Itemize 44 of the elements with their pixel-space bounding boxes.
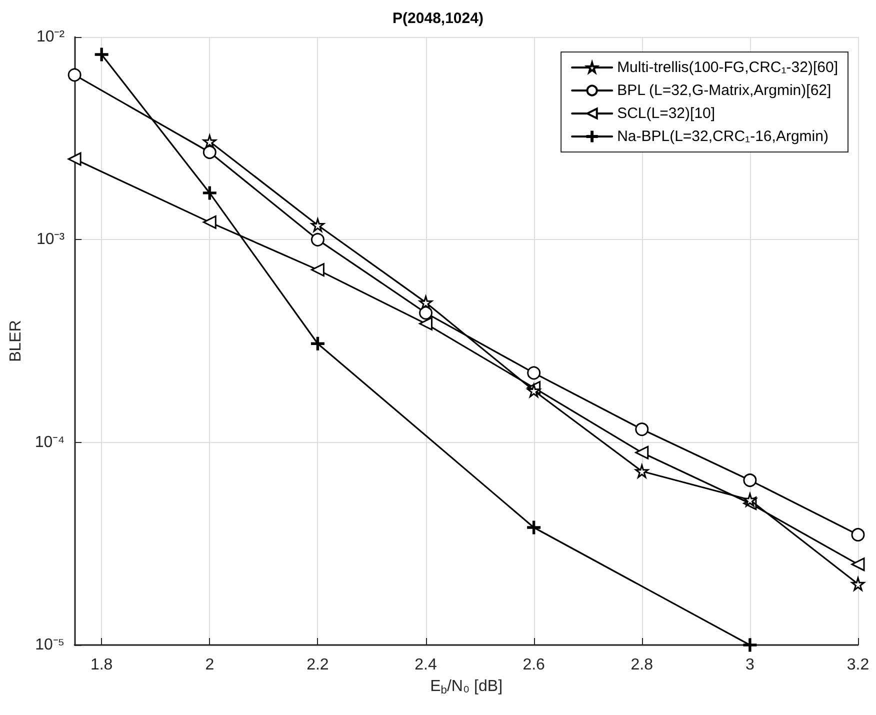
y-tick-label: 10⁻² xyxy=(36,28,66,46)
point xyxy=(68,152,82,166)
legend-label: SCL(L=32)[10] xyxy=(617,105,716,122)
point xyxy=(851,528,865,542)
point xyxy=(743,474,757,487)
point xyxy=(635,422,649,436)
point xyxy=(202,145,216,159)
x-tick-label: 2.2 xyxy=(306,656,329,674)
x-tick-label: 2.4 xyxy=(414,656,437,674)
y-tick-label: 10⁻³ xyxy=(36,231,66,248)
legend-label: Multi-trellis(100-FG,CRC₁-32)[60] xyxy=(617,59,838,76)
point xyxy=(310,218,324,232)
point xyxy=(419,296,433,310)
point xyxy=(310,263,324,277)
point xyxy=(527,366,541,380)
point xyxy=(202,134,216,148)
point xyxy=(310,232,324,246)
point xyxy=(419,316,433,330)
point xyxy=(851,577,865,591)
x-tick-label: 3.2 xyxy=(846,656,870,674)
point xyxy=(94,48,108,62)
point xyxy=(419,306,433,320)
x-tick-label: 1.8 xyxy=(90,656,113,674)
point xyxy=(202,186,216,200)
point xyxy=(743,493,757,507)
point xyxy=(202,215,216,229)
legend-label: BPL (L=32,G-Matrix,Argmin)[62] xyxy=(617,82,832,99)
x-tick-label: 2 xyxy=(205,656,214,674)
point xyxy=(635,464,649,478)
y-tick-label: 10⁻⁴ xyxy=(34,434,65,451)
point xyxy=(635,446,649,460)
x-tick-label: 2.6 xyxy=(522,656,546,674)
point xyxy=(68,68,82,82)
point xyxy=(851,558,865,572)
x-tick-label: 2.8 xyxy=(630,656,654,674)
x-tick-label: 3 xyxy=(745,656,754,674)
point xyxy=(527,384,541,398)
legend-label: Na-BPL(L=32,CRC₁-16,Argmin) xyxy=(617,128,828,145)
y-axis-title: BLER xyxy=(8,320,24,362)
point xyxy=(310,336,324,350)
point xyxy=(527,520,541,534)
y-tick-label: 10⁻⁵ xyxy=(35,636,65,654)
point xyxy=(743,638,757,652)
chart-title: P(2048,1024) xyxy=(392,10,484,27)
